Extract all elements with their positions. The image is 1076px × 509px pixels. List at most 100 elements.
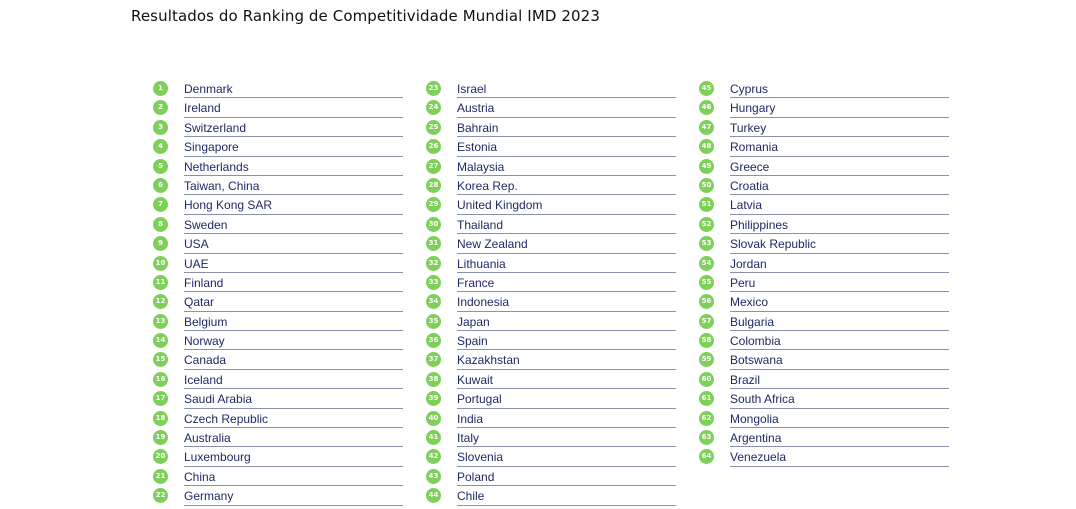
ranking-row: 11 Finland <box>153 273 403 293</box>
rank-badge: 27 <box>426 158 441 174</box>
ranking-row: 25 Bahrain <box>426 118 676 138</box>
row-divider <box>730 310 949 312</box>
country-name: Kuwait <box>457 372 494 387</box>
rank-badge: 7 <box>153 197 168 213</box>
rank-badge: 50 <box>699 177 714 193</box>
country-name: Philippines <box>730 217 789 232</box>
country-name: Sweden <box>184 217 228 232</box>
ranking-row: 12 Qatar <box>153 292 403 312</box>
row-divider <box>184 194 403 196</box>
rank-badge: 6 <box>153 177 168 193</box>
country-name: UAE <box>184 256 209 271</box>
row-divider <box>184 213 403 215</box>
country-name: Canada <box>184 353 227 368</box>
rank-badge: 3 <box>153 119 168 135</box>
rank-badge: 38 <box>426 371 441 387</box>
rank-badge: 39 <box>426 391 441 407</box>
row-divider <box>457 407 676 409</box>
row-divider <box>457 446 676 448</box>
rank-badge: 46 <box>699 100 714 116</box>
rank-badge: 13 <box>153 313 168 329</box>
ranking-column-1: 1 Denmark 2 Ireland 3 Switzerland 4 Singapore 5 N… <box>153 79 403 506</box>
ranking-row: 54 Jordan <box>699 254 949 273</box>
row-divider <box>457 233 676 235</box>
rank-badge: 28 <box>426 177 441 193</box>
ranking-row: 41 Italy <box>426 428 676 448</box>
rank-badge: 35 <box>426 313 441 329</box>
rank-badge: 19 <box>153 430 168 446</box>
country-name: Mongolia <box>730 411 779 426</box>
row-divider <box>457 194 676 196</box>
country-name: Japan <box>457 314 490 329</box>
ranking-column-3: 45 Cyprus 46 Hungary 47 Turkey 48 Romania 49 Gree… <box>699 79 949 467</box>
row-divider <box>184 291 403 293</box>
ranking-row: 43 Poland <box>426 467 676 487</box>
row-divider <box>730 116 949 118</box>
ranking-row: 40 India <box>426 409 676 429</box>
row-divider <box>457 97 676 99</box>
rank-badge: 2 <box>153 100 168 116</box>
country-name: Taiwan, China <box>184 178 260 193</box>
row-divider <box>184 271 403 273</box>
country-name: Bulgaria <box>730 314 775 329</box>
ranking-row: 52 Philippines <box>699 215 949 235</box>
rank-badge: 16 <box>153 371 168 387</box>
rank-badge: 33 <box>426 274 441 290</box>
row-divider <box>730 427 949 429</box>
country-name: Denmark <box>184 82 233 96</box>
ranking-row: 26 Estonia <box>426 137 676 157</box>
row-divider <box>457 271 676 273</box>
country-name: Spain <box>457 334 488 349</box>
rank-badge: 8 <box>153 216 168 232</box>
rank-badge: 15 <box>153 352 168 368</box>
ranking-row: 24 Austria <box>426 98 676 118</box>
rank-badge: 36 <box>426 333 441 349</box>
country-name: Lithuania <box>457 256 506 271</box>
country-name: France <box>457 275 495 290</box>
row-divider <box>457 465 676 467</box>
row-divider <box>457 136 676 138</box>
country-name: USA <box>184 237 209 252</box>
row-divider <box>730 252 949 254</box>
row-divider <box>184 174 403 176</box>
row-divider <box>184 446 403 448</box>
ranking-row: 45 Cyprus <box>699 79 949 99</box>
ranking-row: 61 South Africa <box>699 389 949 409</box>
country-name: Austria <box>457 101 495 116</box>
ranking-row: 2 Ireland <box>153 98 403 118</box>
ranking-row: 23 Israel <box>426 79 676 99</box>
ranking-row: 14 Norway <box>153 331 403 351</box>
row-divider <box>184 136 403 138</box>
rank-badge: 26 <box>426 139 441 155</box>
country-name: Romania <box>730 140 779 155</box>
country-name: Estonia <box>457 140 498 155</box>
row-divider <box>457 291 676 293</box>
rank-badge: 12 <box>153 294 168 310</box>
rank-badge: 20 <box>153 449 168 465</box>
ranking-row: 31 New Zealand <box>426 234 676 254</box>
country-name: Brazil <box>730 372 761 387</box>
country-name: Luxembourg <box>184 450 251 465</box>
rank-badge: 53 <box>699 236 714 252</box>
ranking-row: 56 Mexico <box>699 292 949 312</box>
country-name: Switzerland <box>184 120 247 135</box>
ranking-row: 1 Denmark <box>153 79 403 99</box>
rank-badge: 4 <box>153 139 168 155</box>
country-name: Thailand <box>457 217 504 232</box>
rank-badge: 41 <box>426 430 441 446</box>
row-divider <box>457 174 676 176</box>
ranking-row: 16 Iceland <box>153 370 403 390</box>
row-divider <box>730 465 949 467</box>
country-name: Croatia <box>730 178 769 193</box>
ranking-row: 49 Greece <box>699 157 949 176</box>
country-name: Jordan <box>730 256 767 271</box>
country-name: Malaysia <box>457 159 505 174</box>
ranking-row: 39 Portugal <box>426 389 676 409</box>
ranking-column-2: 23 Israel 24 Austria 25 Bahrain 26 Estonia 27 Mal… <box>426 79 676 506</box>
rank-badge: 52 <box>699 216 714 232</box>
rank-badge: 55 <box>699 274 714 290</box>
row-divider <box>730 446 949 448</box>
country-name: Belgium <box>184 314 228 329</box>
ranking-row: 46 Hungary <box>699 98 949 118</box>
country-name: Hungary <box>730 101 776 116</box>
